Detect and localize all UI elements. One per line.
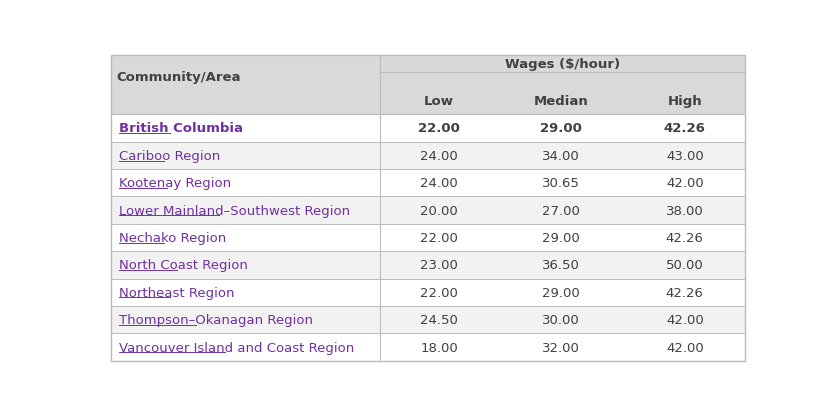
Text: 24.00: 24.00 <box>420 149 458 162</box>
Text: 30.65: 30.65 <box>542 177 580 190</box>
Bar <box>381 142 498 170</box>
Bar <box>111 170 381 197</box>
Text: Lower Mainland–Southwest Region: Lower Mainland–Southwest Region <box>119 204 350 217</box>
Bar <box>498 197 625 224</box>
Text: 42.26: 42.26 <box>665 286 704 299</box>
Bar <box>498 88 625 115</box>
Bar <box>381 224 498 252</box>
Text: Nechako Region: Nechako Region <box>119 231 225 245</box>
Text: 24.00: 24.00 <box>420 177 458 190</box>
Text: 27.00: 27.00 <box>542 204 580 217</box>
Bar <box>498 252 625 279</box>
Text: 42.26: 42.26 <box>664 122 706 135</box>
Bar <box>498 224 625 252</box>
Bar <box>625 224 745 252</box>
Bar <box>111 88 381 115</box>
Text: 23.00: 23.00 <box>420 259 458 272</box>
Bar <box>381 55 745 88</box>
Text: 42.00: 42.00 <box>665 341 704 354</box>
Text: 24.50: 24.50 <box>420 313 458 326</box>
Text: Community/Area: Community/Area <box>116 70 240 83</box>
Text: Northeast Region: Northeast Region <box>119 286 234 299</box>
Bar <box>625 197 745 224</box>
Bar <box>625 142 745 170</box>
Text: 29.00: 29.00 <box>542 286 580 299</box>
Bar <box>381 279 498 306</box>
Bar <box>625 306 745 333</box>
Bar <box>381 88 498 115</box>
Text: 20.00: 20.00 <box>420 204 458 217</box>
Bar <box>625 115 745 142</box>
Bar <box>625 170 745 197</box>
Text: 22.00: 22.00 <box>420 231 458 245</box>
Bar <box>111 55 381 88</box>
Bar <box>625 88 745 115</box>
Text: 22.00: 22.00 <box>418 122 460 135</box>
Bar <box>625 252 745 279</box>
Bar <box>381 306 498 333</box>
Bar <box>381 115 498 142</box>
Bar <box>498 279 625 306</box>
Text: Vancouver Island and Coast Region: Vancouver Island and Coast Region <box>119 341 354 354</box>
Text: Thompson–Okanagan Region: Thompson–Okanagan Region <box>119 313 312 326</box>
Bar <box>625 333 745 361</box>
Bar <box>381 170 498 197</box>
Bar <box>498 333 625 361</box>
Text: 50.00: 50.00 <box>665 259 704 272</box>
Text: High: High <box>667 95 702 108</box>
Bar <box>111 142 381 170</box>
Text: 32.00: 32.00 <box>542 341 580 354</box>
Text: 42.00: 42.00 <box>665 313 704 326</box>
Text: 42.00: 42.00 <box>665 177 704 190</box>
Text: 22.00: 22.00 <box>420 286 458 299</box>
Bar <box>498 306 625 333</box>
Text: Wages ($/hour): Wages ($/hour) <box>505 58 620 71</box>
Text: 29.00: 29.00 <box>542 231 580 245</box>
Bar <box>498 142 625 170</box>
Text: Median: Median <box>534 95 589 108</box>
Bar <box>111 279 381 306</box>
Text: 34.00: 34.00 <box>542 149 580 162</box>
Text: 42.26: 42.26 <box>665 231 704 245</box>
Bar <box>498 170 625 197</box>
Text: 29.00: 29.00 <box>540 122 582 135</box>
Text: 36.50: 36.50 <box>542 259 580 272</box>
Bar <box>111 224 381 252</box>
Text: Low: Low <box>424 95 454 108</box>
Bar <box>111 333 381 361</box>
Text: 18.00: 18.00 <box>420 341 458 354</box>
Bar <box>625 279 745 306</box>
Text: Cariboo Region: Cariboo Region <box>119 149 220 162</box>
Bar <box>111 197 381 224</box>
Bar <box>381 252 498 279</box>
Text: North Coast Region: North Coast Region <box>119 259 247 272</box>
Bar <box>111 306 381 333</box>
Text: 38.00: 38.00 <box>665 204 704 217</box>
Text: 43.00: 43.00 <box>665 149 704 162</box>
Text: British Columbia: British Columbia <box>119 122 243 135</box>
Bar <box>498 115 625 142</box>
Bar <box>381 197 498 224</box>
Text: Kootenay Region: Kootenay Region <box>119 177 230 190</box>
Text: 30.00: 30.00 <box>542 313 580 326</box>
Bar <box>111 115 381 142</box>
Bar <box>111 252 381 279</box>
Bar <box>381 333 498 361</box>
